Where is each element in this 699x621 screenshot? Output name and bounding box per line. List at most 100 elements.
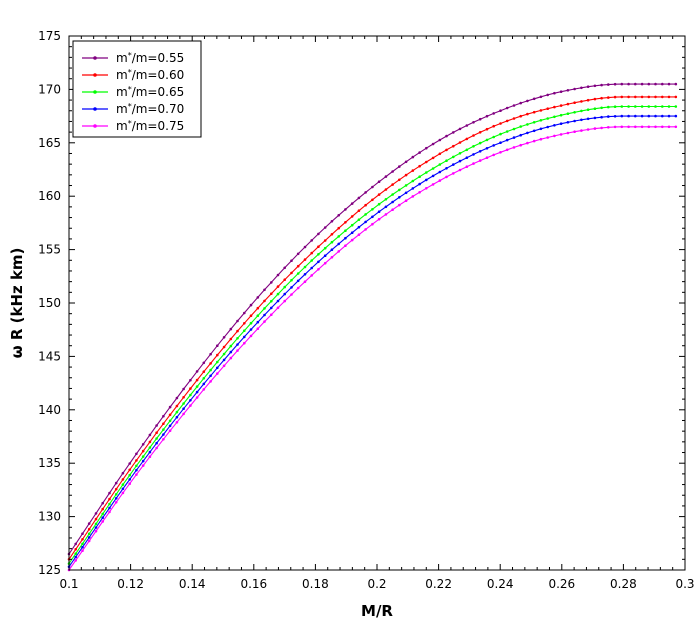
- series-point: [94, 522, 98, 526]
- x-tick-label: 0.14: [179, 577, 206, 591]
- series-point: [404, 184, 408, 187]
- series-point: [519, 101, 522, 105]
- y-axis-title: ω R (kHz km): [8, 248, 26, 359]
- series-point: [593, 97, 597, 101]
- series-point: [411, 187, 415, 190]
- series-point: [364, 220, 367, 224]
- series-point: [539, 109, 543, 112]
- series-point: [276, 292, 280, 296]
- series-point: [627, 105, 630, 108]
- series-point: [350, 223, 354, 227]
- series-point: [283, 292, 287, 296]
- series-point: [546, 117, 549, 120]
- series-point: [243, 322, 246, 325]
- series-point: [141, 459, 145, 463]
- series-point: [209, 374, 212, 378]
- series-point: [377, 193, 381, 196]
- legend-label: m*/m=0.65: [116, 85, 184, 99]
- series-point: [438, 170, 442, 174]
- series-point: [101, 512, 104, 516]
- series-point: [553, 124, 556, 127]
- series-point: [593, 84, 597, 88]
- series-point: [532, 139, 536, 143]
- series-point: [222, 336, 226, 339]
- series-point: [478, 117, 482, 121]
- series-point: [108, 510, 111, 514]
- series-point: [573, 130, 576, 133]
- series-point: [121, 483, 125, 486]
- series-point: [458, 168, 462, 172]
- series-point: [425, 178, 428, 182]
- series-point: [472, 153, 475, 156]
- series-point: [607, 115, 610, 118]
- series-point: [418, 151, 421, 154]
- series-point: [135, 468, 138, 472]
- series-point: [175, 410, 179, 414]
- series-point: [634, 114, 637, 118]
- series-point: [398, 178, 401, 182]
- series-point: [431, 174, 435, 178]
- series-point: [128, 468, 131, 472]
- legend-label: m*/m=0.55: [116, 51, 184, 65]
- series-point: [148, 433, 152, 437]
- series-point: [465, 156, 469, 159]
- series-point: [222, 364, 226, 368]
- legend: m*/m=0.55 m*/m=0.60 m*/m=0.65 m*/m=0.70 m*/m…: [72, 40, 202, 138]
- series-point: [202, 388, 206, 391]
- y-tick-label: 140: [38, 403, 61, 417]
- series-point: [101, 520, 104, 523]
- series-point: [337, 235, 341, 238]
- series-point: [478, 131, 482, 134]
- series-point: [249, 334, 253, 338]
- series-0: [67, 82, 678, 556]
- series-point: [141, 464, 145, 467]
- series-point: [229, 344, 233, 348]
- series-point: [270, 281, 273, 284]
- series-point: [155, 437, 158, 440]
- series-point: [114, 493, 118, 496]
- series-point: [627, 125, 630, 129]
- series-point: [613, 115, 617, 118]
- series-layer: [67, 82, 678, 572]
- series-point: [539, 95, 543, 99]
- series-point: [519, 143, 522, 147]
- series-point: [81, 532, 84, 535]
- series-point: [249, 314, 253, 318]
- series-point: [519, 114, 522, 118]
- series-point: [505, 106, 509, 110]
- series-point: [600, 83, 603, 87]
- series-point: [465, 137, 469, 141]
- series-point: [128, 462, 131, 465]
- series-point: [438, 163, 442, 166]
- series-point: [222, 345, 226, 349]
- series-point: [654, 125, 657, 129]
- series-point: [141, 449, 145, 453]
- series-point: [229, 327, 233, 331]
- x-tick-label: 0.2: [367, 577, 386, 591]
- series-point: [330, 233, 334, 236]
- legend-entry: m*/m=0.70: [82, 102, 184, 116]
- series-point: [661, 125, 664, 129]
- y-tick-label: 135: [38, 456, 61, 470]
- series-point: [472, 121, 475, 124]
- series-point: [357, 233, 361, 236]
- series-point: [391, 183, 394, 186]
- series-point: [553, 105, 556, 109]
- series-point: [566, 112, 570, 115]
- series-point: [526, 112, 529, 116]
- series-point: [573, 119, 576, 123]
- series-point: [74, 548, 77, 551]
- series-point: [661, 95, 664, 99]
- series-point: [573, 101, 576, 104]
- y-tick-label: 130: [38, 510, 61, 524]
- series-point: [222, 358, 226, 362]
- series-point: [263, 320, 266, 323]
- legend-label: m*/m=0.60: [116, 68, 184, 82]
- series-point: [566, 121, 570, 124]
- series-point: [654, 114, 657, 118]
- series-point: [189, 404, 192, 407]
- series-point: [667, 95, 671, 99]
- series-point: [546, 125, 549, 129]
- series-point: [330, 248, 334, 251]
- series-point: [350, 238, 354, 242]
